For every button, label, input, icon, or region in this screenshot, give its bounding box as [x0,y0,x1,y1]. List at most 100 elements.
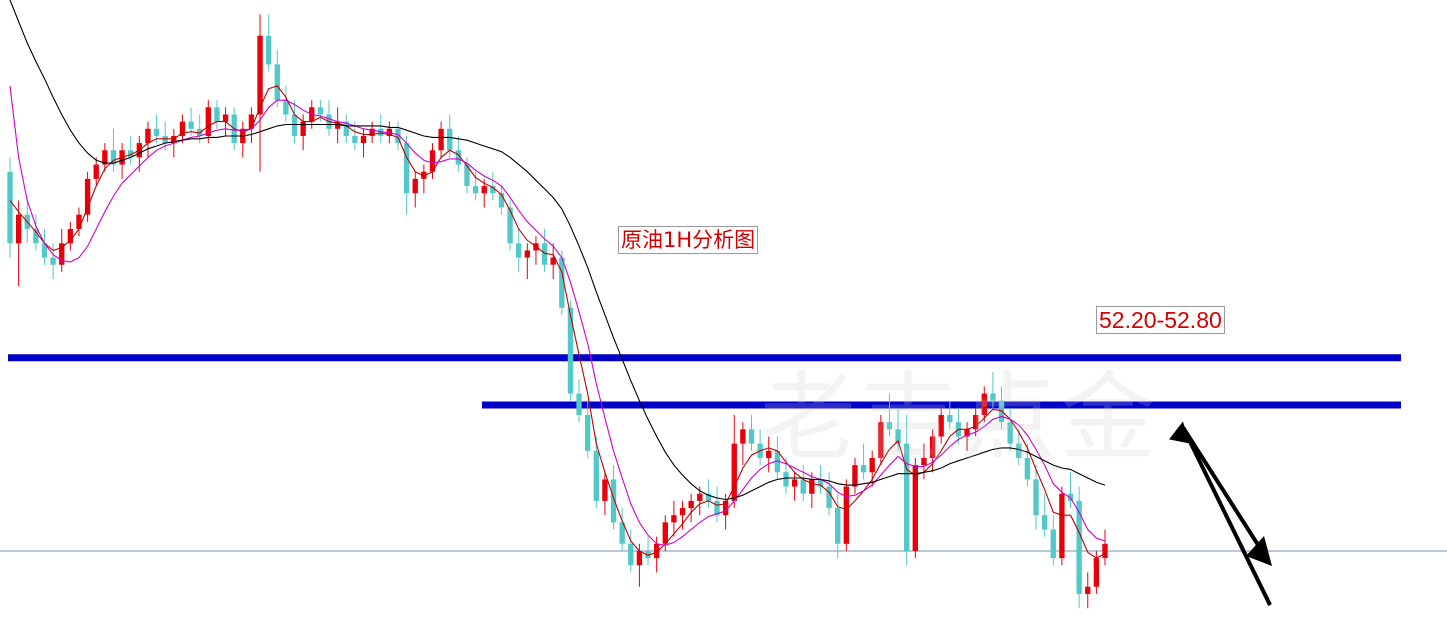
candle-up [791,479,798,487]
candle-up [93,164,99,179]
candle-up [67,228,74,244]
candle-down [498,193,505,208]
candle-up [964,429,970,437]
candle-down [490,186,496,194]
candle-up [76,214,82,229]
candle-up [429,150,436,172]
candle-down [507,207,513,244]
candle-down [378,128,384,136]
candle-down [395,128,401,144]
candle-up [921,457,927,466]
candle-up [222,114,229,122]
candle-up [1085,586,1091,594]
candle-down [860,465,867,473]
moving-averages [9,0,1106,559]
candle-down [576,393,582,416]
arrow-down-segment [1181,426,1262,550]
candle-down [41,243,48,258]
candle-up [912,465,918,551]
watermark-text: 老吉点金 [760,362,1160,474]
candle-up [731,443,737,501]
candle-down [774,450,781,473]
candle-up [15,214,22,244]
candle-down [317,107,324,115]
candle-down [904,443,910,551]
candle-up [602,479,608,501]
chart-title: 原油1H分析图 [618,226,759,254]
candle-down [403,143,410,194]
candle-up [878,422,884,458]
candle-down [541,243,548,265]
candle-up [852,465,858,487]
candle-up [843,486,850,544]
ma_slow-line [9,0,1106,501]
candle-down [1016,443,1022,458]
candle-down [197,128,203,136]
candle-down [619,522,625,544]
forecast-arrow [1169,421,1272,606]
candle-down [628,543,634,566]
candle-up [300,121,306,136]
candle-down [274,64,280,101]
candle-down [886,422,893,430]
candle-down [516,243,522,258]
candle-down [33,228,39,244]
candle-down [990,393,996,401]
candle-down [464,164,470,187]
candle-down [283,100,289,115]
candle-down [826,486,832,509]
candle-up [688,500,694,509]
candle-up [1059,493,1065,559]
candle-up [179,121,186,136]
candle-up [171,135,177,144]
candle-down [783,472,789,487]
candle-down [559,257,565,308]
candle-down [128,150,134,158]
ma_mid-line [9,85,1106,546]
candle-up [662,522,668,544]
candle-up [671,515,677,523]
arrow-up-segment [1181,426,1272,606]
candle-down [947,415,953,423]
candle-down [895,429,901,444]
candle-down [1007,422,1013,444]
candle-up [334,121,341,129]
candle-up [809,479,815,494]
candle-up [636,550,643,566]
arrow-apex [1169,421,1189,444]
candle-down [1024,457,1031,480]
candle-up [481,186,487,194]
candles [7,14,1108,609]
candle-up [869,457,875,473]
candle-up [102,150,108,165]
candle-up [84,178,91,215]
candle-up [524,250,530,258]
candle-down [343,121,349,136]
candle-up [766,450,772,458]
candle-down [610,479,617,523]
candle-down [593,450,599,501]
candle-up [679,508,686,516]
candle-down [455,150,462,165]
candle-down [585,415,591,451]
candle-down [162,135,168,144]
candle-up [697,493,703,501]
candle-down [472,186,479,194]
candle-up [360,135,367,144]
candle-down [110,150,117,165]
candle-down [50,257,56,265]
candle-down [1076,500,1082,594]
candle-up [257,35,263,115]
candle-up [421,171,427,179]
candle-up [1102,543,1108,559]
candle-up [248,114,255,129]
candle-down [800,479,806,494]
candle-up [59,243,65,265]
candle-up [145,128,151,144]
candle-down [835,508,841,544]
candle-up [938,415,944,437]
candle-up [972,415,979,430]
candle-down [153,128,160,136]
candle-up [438,128,444,151]
